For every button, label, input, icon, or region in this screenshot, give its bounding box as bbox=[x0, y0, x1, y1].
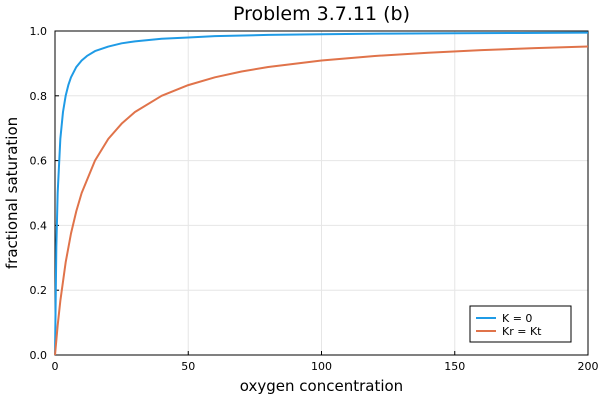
ticks: 0 50 100 150 200 0.0 0.2 0.4 0.6 0.8 1.0 bbox=[30, 25, 599, 373]
legend: K = 0Kr = Kt bbox=[469, 305, 572, 343]
x-axis-title: oxygen concentration bbox=[240, 377, 403, 395]
y-tick-label: 0.6 bbox=[30, 155, 48, 168]
y-tick-label: 1.0 bbox=[30, 25, 48, 38]
legend-box bbox=[469, 305, 572, 343]
x-tick-label: 50 bbox=[181, 360, 195, 373]
x-tick-label: 150 bbox=[444, 360, 465, 373]
legend-label: Kr = Kt bbox=[502, 325, 542, 338]
x-tick-label: 200 bbox=[578, 360, 599, 373]
y-axis-title: fractional saturation bbox=[3, 117, 21, 269]
y-tick-label: 0.0 bbox=[30, 349, 48, 362]
legend-label: K = 0 bbox=[502, 312, 532, 325]
chart-title: Problem 3.7.11 (b) bbox=[233, 3, 410, 25]
x-tick-label: 100 bbox=[311, 360, 332, 373]
series-line-2 bbox=[54, 45, 589, 356]
series-group bbox=[54, 31, 589, 356]
y-tick-label: 0.2 bbox=[30, 284, 48, 297]
x-tick-label: 0 bbox=[52, 360, 59, 373]
y-tick-label: 0.4 bbox=[30, 219, 48, 232]
series-line-1 bbox=[54, 31, 589, 356]
y-tick-label: 0.8 bbox=[30, 90, 48, 103]
